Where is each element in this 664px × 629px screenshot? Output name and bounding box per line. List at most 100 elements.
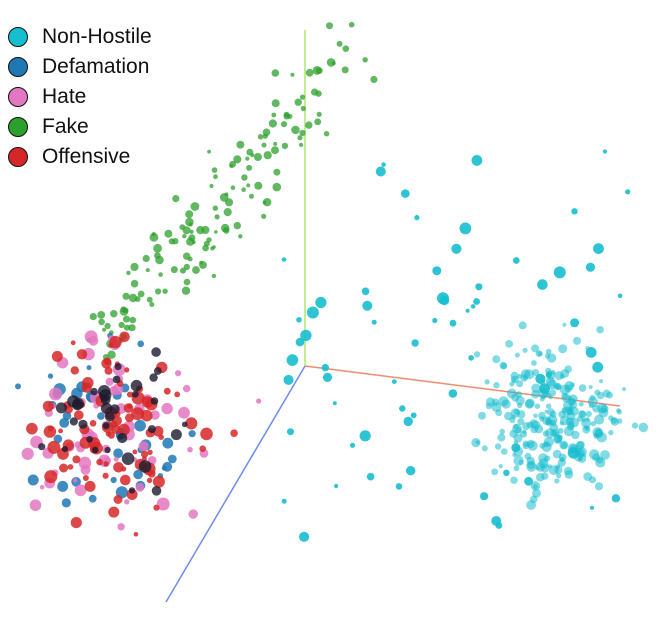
defamation-point: [62, 411, 72, 421]
non-hostile-point: [545, 403, 552, 409]
legend-swatch: [8, 87, 28, 107]
non-hostile-point: [594, 414, 605, 425]
non-hostile-point: [501, 448, 508, 455]
offensive-point: [109, 335, 122, 349]
offensive-point: [146, 477, 153, 483]
offensive-point: [42, 400, 54, 412]
fake-point: [225, 198, 234, 207]
overlap-point: [61, 446, 68, 453]
non-hostile-point: [518, 321, 527, 330]
fake-point: [183, 263, 190, 271]
fake-point: [188, 234, 196, 242]
non-hostile-point: [558, 344, 568, 354]
non-hostile-point: [587, 396, 598, 407]
offensive-point: [89, 420, 97, 427]
fake-point: [273, 141, 278, 146]
fake-point: [223, 208, 232, 217]
offensive-point: [113, 495, 123, 504]
defamation-point: [162, 437, 174, 449]
fake-point: [271, 69, 280, 77]
defamation-point: [47, 373, 54, 379]
fake-point: [210, 246, 215, 251]
non-hostile-point: [513, 408, 520, 415]
non-hostile-point: [512, 378, 517, 383]
fake-point: [283, 111, 290, 118]
overlap-point: [38, 443, 46, 451]
non-hostile-point: [617, 293, 623, 299]
non-hostile-point: [578, 401, 584, 407]
fake-point: [263, 198, 272, 207]
legend-item-defamation[interactable]: Defamation: [8, 52, 152, 82]
non-hostile-point: [531, 344, 540, 353]
legend-item-fake[interactable]: Fake: [8, 112, 152, 142]
non-hostile-point: [530, 495, 538, 504]
non-hostile-point: [540, 463, 550, 473]
overlap-point: [78, 419, 88, 429]
non-hostile-point: [588, 385, 593, 390]
non-hostile-point: [497, 433, 506, 442]
non-hostile-point: [592, 361, 604, 373]
fake-point: [273, 168, 281, 176]
legend-item-non-hostile[interactable]: Non-Hostile: [8, 22, 152, 52]
offensive-point: [200, 427, 213, 441]
offensive-point: [185, 417, 198, 430]
fake-point: [89, 313, 97, 321]
overlap-point: [117, 432, 128, 444]
legend-item-offensive[interactable]: Offensive: [8, 142, 152, 172]
fake-point: [326, 58, 336, 67]
fake-point: [164, 229, 173, 238]
fake-point: [230, 185, 236, 190]
offensive-point: [133, 532, 139, 537]
offensive-point: [152, 475, 165, 488]
non-hostile-point: [503, 469, 510, 476]
non-hostile-point: [286, 354, 299, 366]
fake-point: [312, 66, 322, 75]
non-hostile-point: [532, 484, 538, 490]
legend: Non-Hostile Defamation Hate Fake Offensi…: [8, 22, 152, 172]
offensive-point: [131, 407, 145, 421]
fake-point: [316, 111, 322, 117]
fake-point: [142, 254, 150, 263]
offensive-point: [126, 391, 133, 398]
non-hostile-point: [432, 317, 438, 324]
fake-point: [214, 230, 218, 234]
non-hostile-point: [602, 389, 611, 398]
fake-point: [305, 121, 313, 129]
fake-point: [229, 160, 237, 168]
offensive-point: [103, 461, 109, 467]
non-hostile-point: [306, 306, 319, 319]
fake-point: [104, 322, 111, 330]
fake-point: [362, 57, 368, 63]
fake-point: [137, 290, 145, 298]
overlap-point: [71, 399, 83, 411]
fake-point: [102, 327, 107, 332]
hate-point: [188, 509, 198, 519]
non-hostile-point: [590, 421, 597, 427]
offensive-point: [59, 463, 69, 473]
fake-point: [300, 105, 306, 112]
data-points: [15, 21, 649, 542]
fake-point: [245, 156, 250, 161]
hate-point: [80, 464, 91, 475]
hate-point: [109, 386, 119, 396]
non-hostile-point: [473, 351, 481, 358]
fake-point: [262, 128, 271, 137]
hate-point: [124, 499, 130, 505]
non-hostile-point: [555, 384, 562, 391]
legend-item-hate[interactable]: Hate: [8, 82, 152, 112]
hate-point: [21, 447, 34, 460]
non-hostile-point: [597, 403, 608, 414]
non-hostile-point: [539, 442, 546, 449]
fake-point: [370, 75, 378, 84]
non-hostile-point: [576, 440, 585, 449]
non-hostile-point: [564, 384, 573, 393]
fake-point: [126, 270, 131, 276]
non-hostile-point: [594, 482, 604, 491]
hate-point: [178, 406, 190, 419]
fake-point: [236, 140, 245, 149]
non-hostile-point: [522, 429, 527, 434]
defamation-point: [59, 418, 70, 428]
non-hostile-point: [493, 382, 500, 389]
defamation-point: [27, 474, 39, 486]
non-hostile-point: [611, 494, 621, 503]
